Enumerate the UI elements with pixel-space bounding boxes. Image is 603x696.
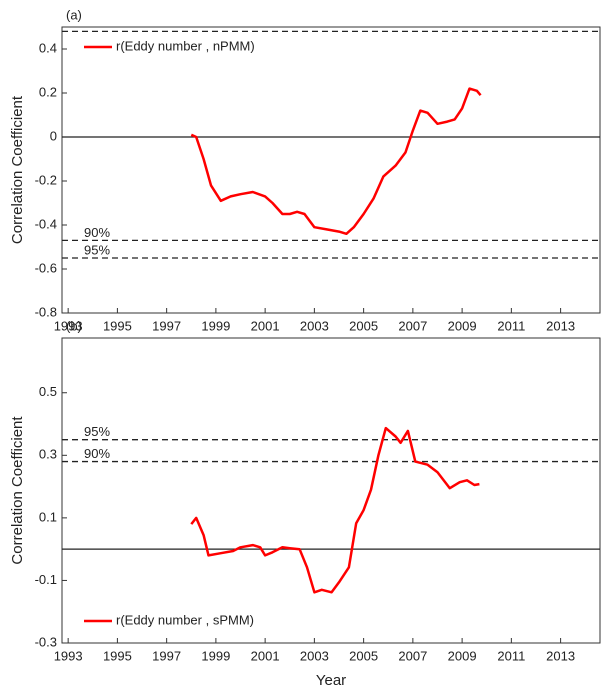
y-tick-label: -0.4 <box>35 216 57 231</box>
x-tick-label: 2009 <box>448 318 477 333</box>
reference-label: 95% <box>84 242 110 257</box>
data-line <box>190 426 480 594</box>
x-tick-label: 1993 <box>54 318 83 333</box>
y-tick-label: 0.4 <box>39 40 57 55</box>
reference-label: 95% <box>84 424 110 439</box>
x-tick-label: 1999 <box>201 648 230 663</box>
y-tick-label: -0.6 <box>35 260 57 275</box>
x-axis-label: Year <box>316 672 346 689</box>
reference-label: 90% <box>84 225 110 240</box>
y-tick-label: 0.1 <box>39 509 57 524</box>
x-tick-label: 2001 <box>251 648 280 663</box>
x-tick-label: 2001 <box>251 318 280 333</box>
x-tick-label: 2011 <box>497 318 525 333</box>
x-tick-label: 2003 <box>300 318 329 333</box>
y-tick-label: -0.8 <box>35 304 57 319</box>
plot-frame <box>61 26 601 314</box>
y-axis-label: Correlation Coefficient <box>9 416 26 565</box>
reference-label: 90% <box>84 446 110 461</box>
legend-label: r(Eddy number , nPMM) <box>116 38 255 53</box>
x-tick-label: 2007 <box>398 648 427 663</box>
x-tick-label: 1993 <box>54 648 83 663</box>
x-tick-label: 1999 <box>201 318 230 333</box>
x-tick-label: 2011 <box>497 648 525 663</box>
legend-label: r(Eddy number , sPMM) <box>116 612 254 627</box>
x-tick-label: 2005 <box>349 648 378 663</box>
y-tick-label: 0 <box>50 128 57 143</box>
panel-label: (b) <box>66 318 82 333</box>
x-tick-label: 2013 <box>546 648 575 663</box>
y-tick-label: -0.2 <box>35 172 57 187</box>
panel-label: (a) <box>66 7 82 22</box>
x-tick-label: 2013 <box>546 318 575 333</box>
y-tick-label: 0.3 <box>39 447 57 462</box>
data-line <box>190 87 482 236</box>
x-tick-label: 2003 <box>300 648 329 663</box>
y-tick-label: -0.1 <box>35 572 57 587</box>
x-tick-label: 2009 <box>448 648 477 663</box>
y-tick-label: -0.3 <box>35 634 57 649</box>
y-tick-label: 0.2 <box>39 84 57 99</box>
x-tick-label: 1995 <box>103 648 132 663</box>
x-tick-label: 1997 <box>152 648 181 663</box>
x-tick-label: 1997 <box>152 318 181 333</box>
x-tick-label: 1995 <box>103 318 132 333</box>
y-axis-label: Correlation Coefficient <box>9 95 26 244</box>
y-tick-label: 0.5 <box>39 384 57 399</box>
plot-frame <box>61 337 601 644</box>
x-tick-label: 2005 <box>349 318 378 333</box>
x-tick-label: 2007 <box>398 318 427 333</box>
